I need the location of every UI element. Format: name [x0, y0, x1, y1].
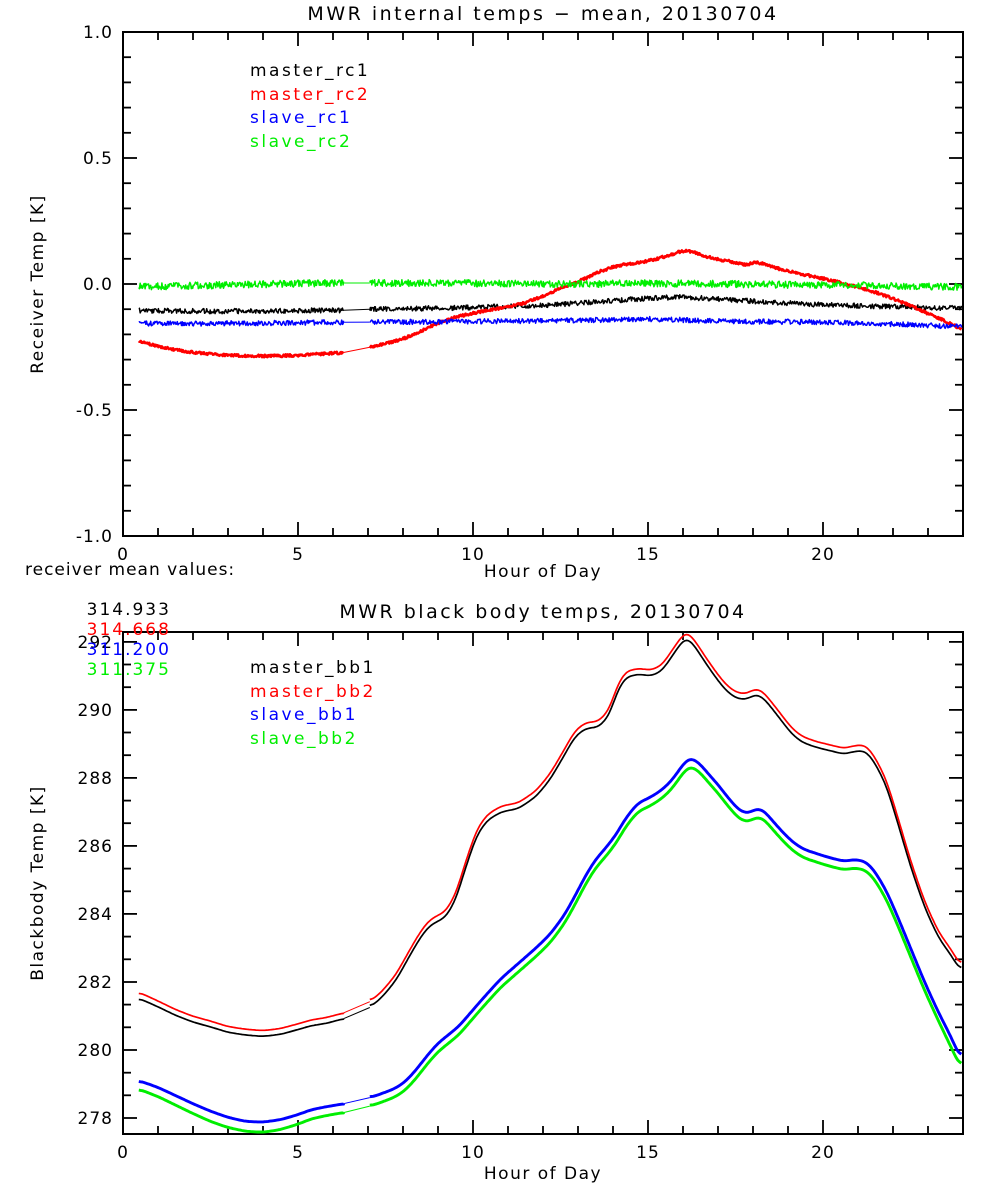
- tick-label: 10: [461, 1143, 485, 1163]
- mean-value-master_rc1: 314.933: [86, 600, 171, 620]
- series-slave_bb2: [138, 1088, 345, 1134]
- mean-value-master_rc2: 314.668: [86, 620, 171, 640]
- tick-label: 15: [636, 545, 660, 565]
- bottom-x-axis-label: Hour of Day: [483, 1164, 603, 1184]
- plot-box: [122, 631, 964, 1135]
- tick-label: 20: [811, 545, 835, 565]
- top-chart-legend: master_rc1 master_rc2 slave_rc1 slave_rc…: [250, 61, 370, 155]
- tick-label: 0: [117, 1143, 129, 1163]
- series-slave_rc1: [369, 315, 963, 330]
- legend-item-master_bb2: master_bb2: [250, 681, 376, 702]
- series-master_bb1: [369, 639, 962, 1007]
- series-master_rc2: [137, 339, 345, 359]
- receiver-mean-values: 314.933 314.668 311.200 311.375: [57, 580, 187, 700]
- series-master_rc1-gap: [343, 308, 370, 311]
- bottom-chart-legend: master_bb1 master_bb2 slave_bb1 slave_bb…: [250, 658, 376, 752]
- tick-label: 0: [117, 545, 129, 565]
- series-slave_bb2: [369, 766, 963, 1107]
- legend-item-master_bb1: master_bb1: [250, 658, 376, 678]
- series-slave_bb1: [369, 758, 963, 1099]
- tick-label: 20: [811, 1143, 835, 1163]
- series-slave_rc1: [138, 319, 345, 327]
- series-master_bb1: [138, 998, 345, 1037]
- series-slave_rc2: [369, 278, 963, 291]
- legend-item-master_rc1: master_rc1: [250, 61, 371, 81]
- series-master_rc2-gap: [343, 346, 370, 353]
- top-x-axis-label: Hour of Day: [483, 562, 603, 582]
- legend-item-slave_rc2: slave_rc2: [250, 131, 353, 152]
- tick-label: 5: [292, 545, 304, 565]
- series-slave_bb1-gap: [343, 1097, 370, 1105]
- tick-label: 280: [78, 1041, 113, 1061]
- series-master_bb2: [369, 633, 962, 1001]
- tick-label: 15: [636, 1143, 660, 1163]
- tick-label: 1.0: [83, 23, 113, 43]
- tick-label: 284: [78, 905, 113, 925]
- mean-value-slave_rc2: 311.375: [86, 660, 171, 680]
- tick-label: 278: [78, 1109, 113, 1129]
- receiver-mean-values-label: receiver mean values:: [25, 560, 236, 580]
- bottom-chart-title: MWR black body temps, 20130704: [339, 601, 747, 623]
- tick-label: 290: [78, 701, 113, 721]
- tick-label: -0.5: [76, 401, 113, 421]
- legend-item-slave_bb2: slave_bb2: [250, 728, 358, 749]
- top-y-axis-label: Receiver Temp [K]: [28, 194, 48, 374]
- series-master_bb2: [138, 992, 345, 1032]
- series-master_bb1-gap: [343, 1007, 370, 1020]
- series-master_rc2: [368, 248, 963, 349]
- chart-bottom: 0 5 10 15 20 278 280 282 284 286 288 290 292: [78, 631, 964, 1163]
- bottom-y-axis-label: Blackbody Temp [K]: [28, 785, 48, 981]
- series-master_bb2-gap: [343, 1001, 370, 1014]
- series-slave_rc2: [138, 279, 345, 291]
- legend-item-master_rc2: master_rc2: [250, 84, 371, 105]
- tick-label: -1.0: [76, 527, 113, 547]
- top-chart-title: MWR internal temps − mean, 20130704: [307, 3, 779, 25]
- tick-label: 286: [78, 837, 113, 857]
- series-master_rc1: [369, 293, 963, 313]
- tick-label: 5: [292, 1143, 304, 1163]
- tick-label: 288: [78, 769, 113, 789]
- legend-item-slave_rc1: slave_rc1: [250, 108, 353, 128]
- tick-label: 0.0: [83, 275, 113, 295]
- tick-label: 0.5: [83, 149, 113, 169]
- series-slave_bb2-gap: [343, 1105, 370, 1114]
- legend-item-slave_bb1: slave_bb1: [250, 705, 358, 725]
- tick-label: 282: [78, 973, 113, 993]
- series-slave_bb1: [138, 1080, 345, 1124]
- series-master_rc1: [138, 307, 345, 315]
- tick-label: 292: [78, 633, 113, 653]
- chart-top: 0 5 10 15 20 -1.0 -0.5 0.0 0.5 1.0: [76, 23, 964, 565]
- tick-label: 10: [461, 545, 485, 565]
- mean-value-slave_rc1: 311.200: [86, 640, 171, 660]
